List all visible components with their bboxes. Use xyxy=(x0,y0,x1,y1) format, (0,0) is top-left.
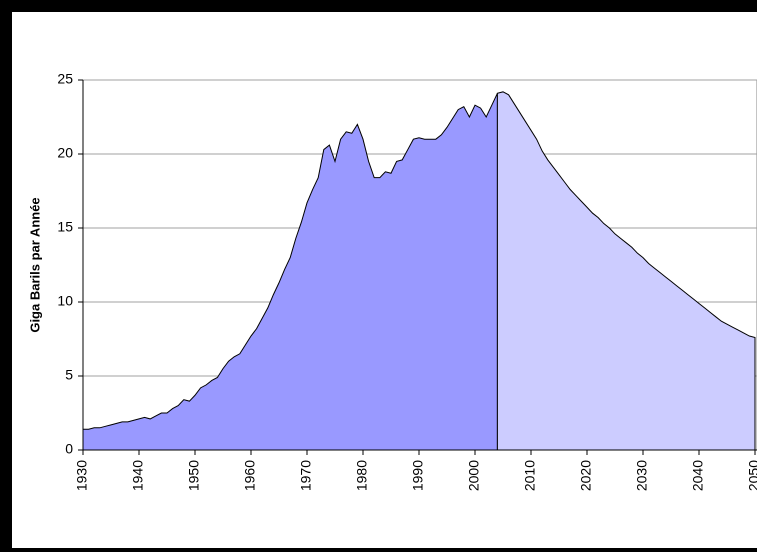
area xyxy=(496,91,756,451)
y-axis-label: Giga Barils par Année xyxy=(27,197,42,332)
y-tick-label: 25 xyxy=(57,71,73,87)
x-tick-label: 1940 xyxy=(130,460,146,491)
x-tick-label: 2050 xyxy=(746,460,757,491)
x-tick-label: 2020 xyxy=(578,460,594,491)
x-tick-label: 2000 xyxy=(466,460,482,491)
x-tick-label: 2040 xyxy=(690,460,706,491)
x-tick-label: 2030 xyxy=(634,460,650,491)
x-tick-label: 2010 xyxy=(522,460,538,491)
x-tick-label: 1990 xyxy=(410,460,426,491)
x-tick-label: 1970 xyxy=(298,460,314,491)
x-tick-label: 1980 xyxy=(354,460,370,491)
x-tick-label: 1930 xyxy=(74,460,90,491)
y-tick-label: 15 xyxy=(57,219,73,235)
y-tick-label: 5 xyxy=(65,367,73,383)
x-tick-label: 1960 xyxy=(242,460,258,491)
y-tick-label: 10 xyxy=(57,293,73,309)
y-tick-label: 0 xyxy=(65,441,73,457)
y-tick-label: 20 xyxy=(57,145,73,161)
area xyxy=(82,93,498,451)
x-tick-label: 1950 xyxy=(186,460,202,491)
